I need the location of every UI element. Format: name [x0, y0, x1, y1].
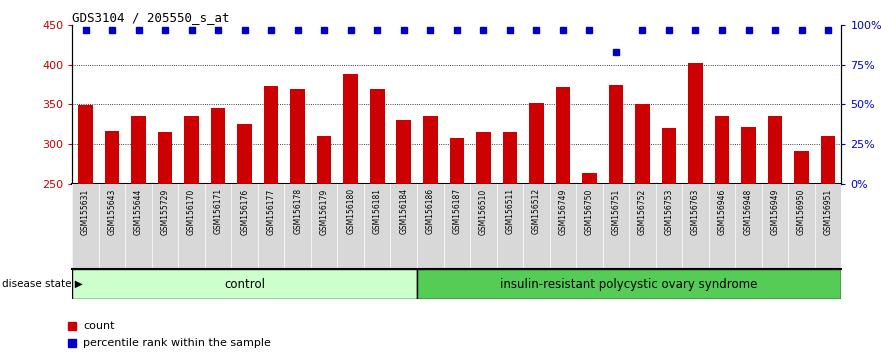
Text: GSM156510: GSM156510 — [478, 188, 488, 235]
Text: GSM156178: GSM156178 — [293, 188, 302, 234]
Text: GSM156948: GSM156948 — [744, 188, 753, 235]
Text: percentile rank within the sample: percentile rank within the sample — [83, 338, 271, 348]
Text: GSM156749: GSM156749 — [559, 188, 567, 235]
Text: GSM155729: GSM155729 — [160, 188, 169, 235]
Bar — [556, 87, 570, 184]
Bar — [821, 136, 835, 184]
Bar — [662, 128, 677, 184]
Text: GSM156176: GSM156176 — [241, 188, 249, 235]
Text: GSM156950: GSM156950 — [797, 188, 806, 235]
Bar — [211, 108, 226, 184]
Text: GSM156752: GSM156752 — [638, 188, 647, 235]
Text: GDS3104 / 205550_s_at: GDS3104 / 205550_s_at — [72, 11, 230, 24]
Bar — [423, 116, 438, 184]
Bar — [344, 74, 358, 184]
Bar — [105, 131, 119, 184]
Bar — [529, 103, 544, 184]
Text: GSM156511: GSM156511 — [506, 188, 515, 234]
Text: GSM155643: GSM155643 — [107, 188, 116, 235]
Text: GSM155644: GSM155644 — [134, 188, 143, 235]
Text: GSM156753: GSM156753 — [664, 188, 673, 235]
Bar — [131, 116, 146, 184]
Text: GSM155631: GSM155631 — [81, 188, 90, 235]
Text: GSM156750: GSM156750 — [585, 188, 594, 235]
Bar — [741, 127, 756, 184]
Bar — [263, 86, 278, 184]
Text: GSM156946: GSM156946 — [717, 188, 727, 235]
Text: insulin-resistant polycystic ovary syndrome: insulin-resistant polycystic ovary syndr… — [500, 278, 758, 291]
Text: GSM156512: GSM156512 — [532, 188, 541, 234]
Bar — [184, 115, 199, 184]
Text: GSM156763: GSM156763 — [691, 188, 700, 235]
Text: GSM156180: GSM156180 — [346, 188, 355, 234]
Bar — [582, 173, 596, 184]
Text: GSM156751: GSM156751 — [611, 188, 620, 235]
Bar — [767, 116, 782, 184]
Bar — [688, 63, 703, 184]
Text: GSM156171: GSM156171 — [213, 188, 223, 234]
Text: control: control — [224, 278, 265, 291]
Text: GSM156177: GSM156177 — [267, 188, 276, 235]
Bar — [317, 136, 331, 184]
Text: GSM156949: GSM156949 — [771, 188, 780, 235]
Text: GSM156170: GSM156170 — [187, 188, 196, 235]
Bar — [417, 269, 841, 299]
Bar — [291, 89, 305, 184]
Bar — [396, 120, 411, 184]
Text: GSM156187: GSM156187 — [452, 188, 462, 234]
Text: count: count — [83, 321, 115, 331]
Bar — [635, 104, 650, 184]
Bar — [78, 105, 93, 184]
Text: GSM156184: GSM156184 — [399, 188, 408, 234]
Text: GSM156181: GSM156181 — [373, 188, 381, 234]
Text: disease state ▶: disease state ▶ — [2, 279, 83, 289]
Bar — [158, 131, 173, 184]
Bar — [609, 85, 623, 184]
Text: GSM156186: GSM156186 — [426, 188, 435, 234]
Bar — [370, 89, 384, 184]
Bar — [476, 132, 491, 184]
Text: GSM156179: GSM156179 — [320, 188, 329, 235]
Bar — [237, 124, 252, 184]
Bar — [449, 138, 464, 184]
Bar — [502, 132, 517, 184]
Bar — [72, 269, 417, 299]
Bar — [714, 116, 729, 184]
Text: GSM156951: GSM156951 — [824, 188, 833, 235]
Bar — [795, 152, 809, 184]
